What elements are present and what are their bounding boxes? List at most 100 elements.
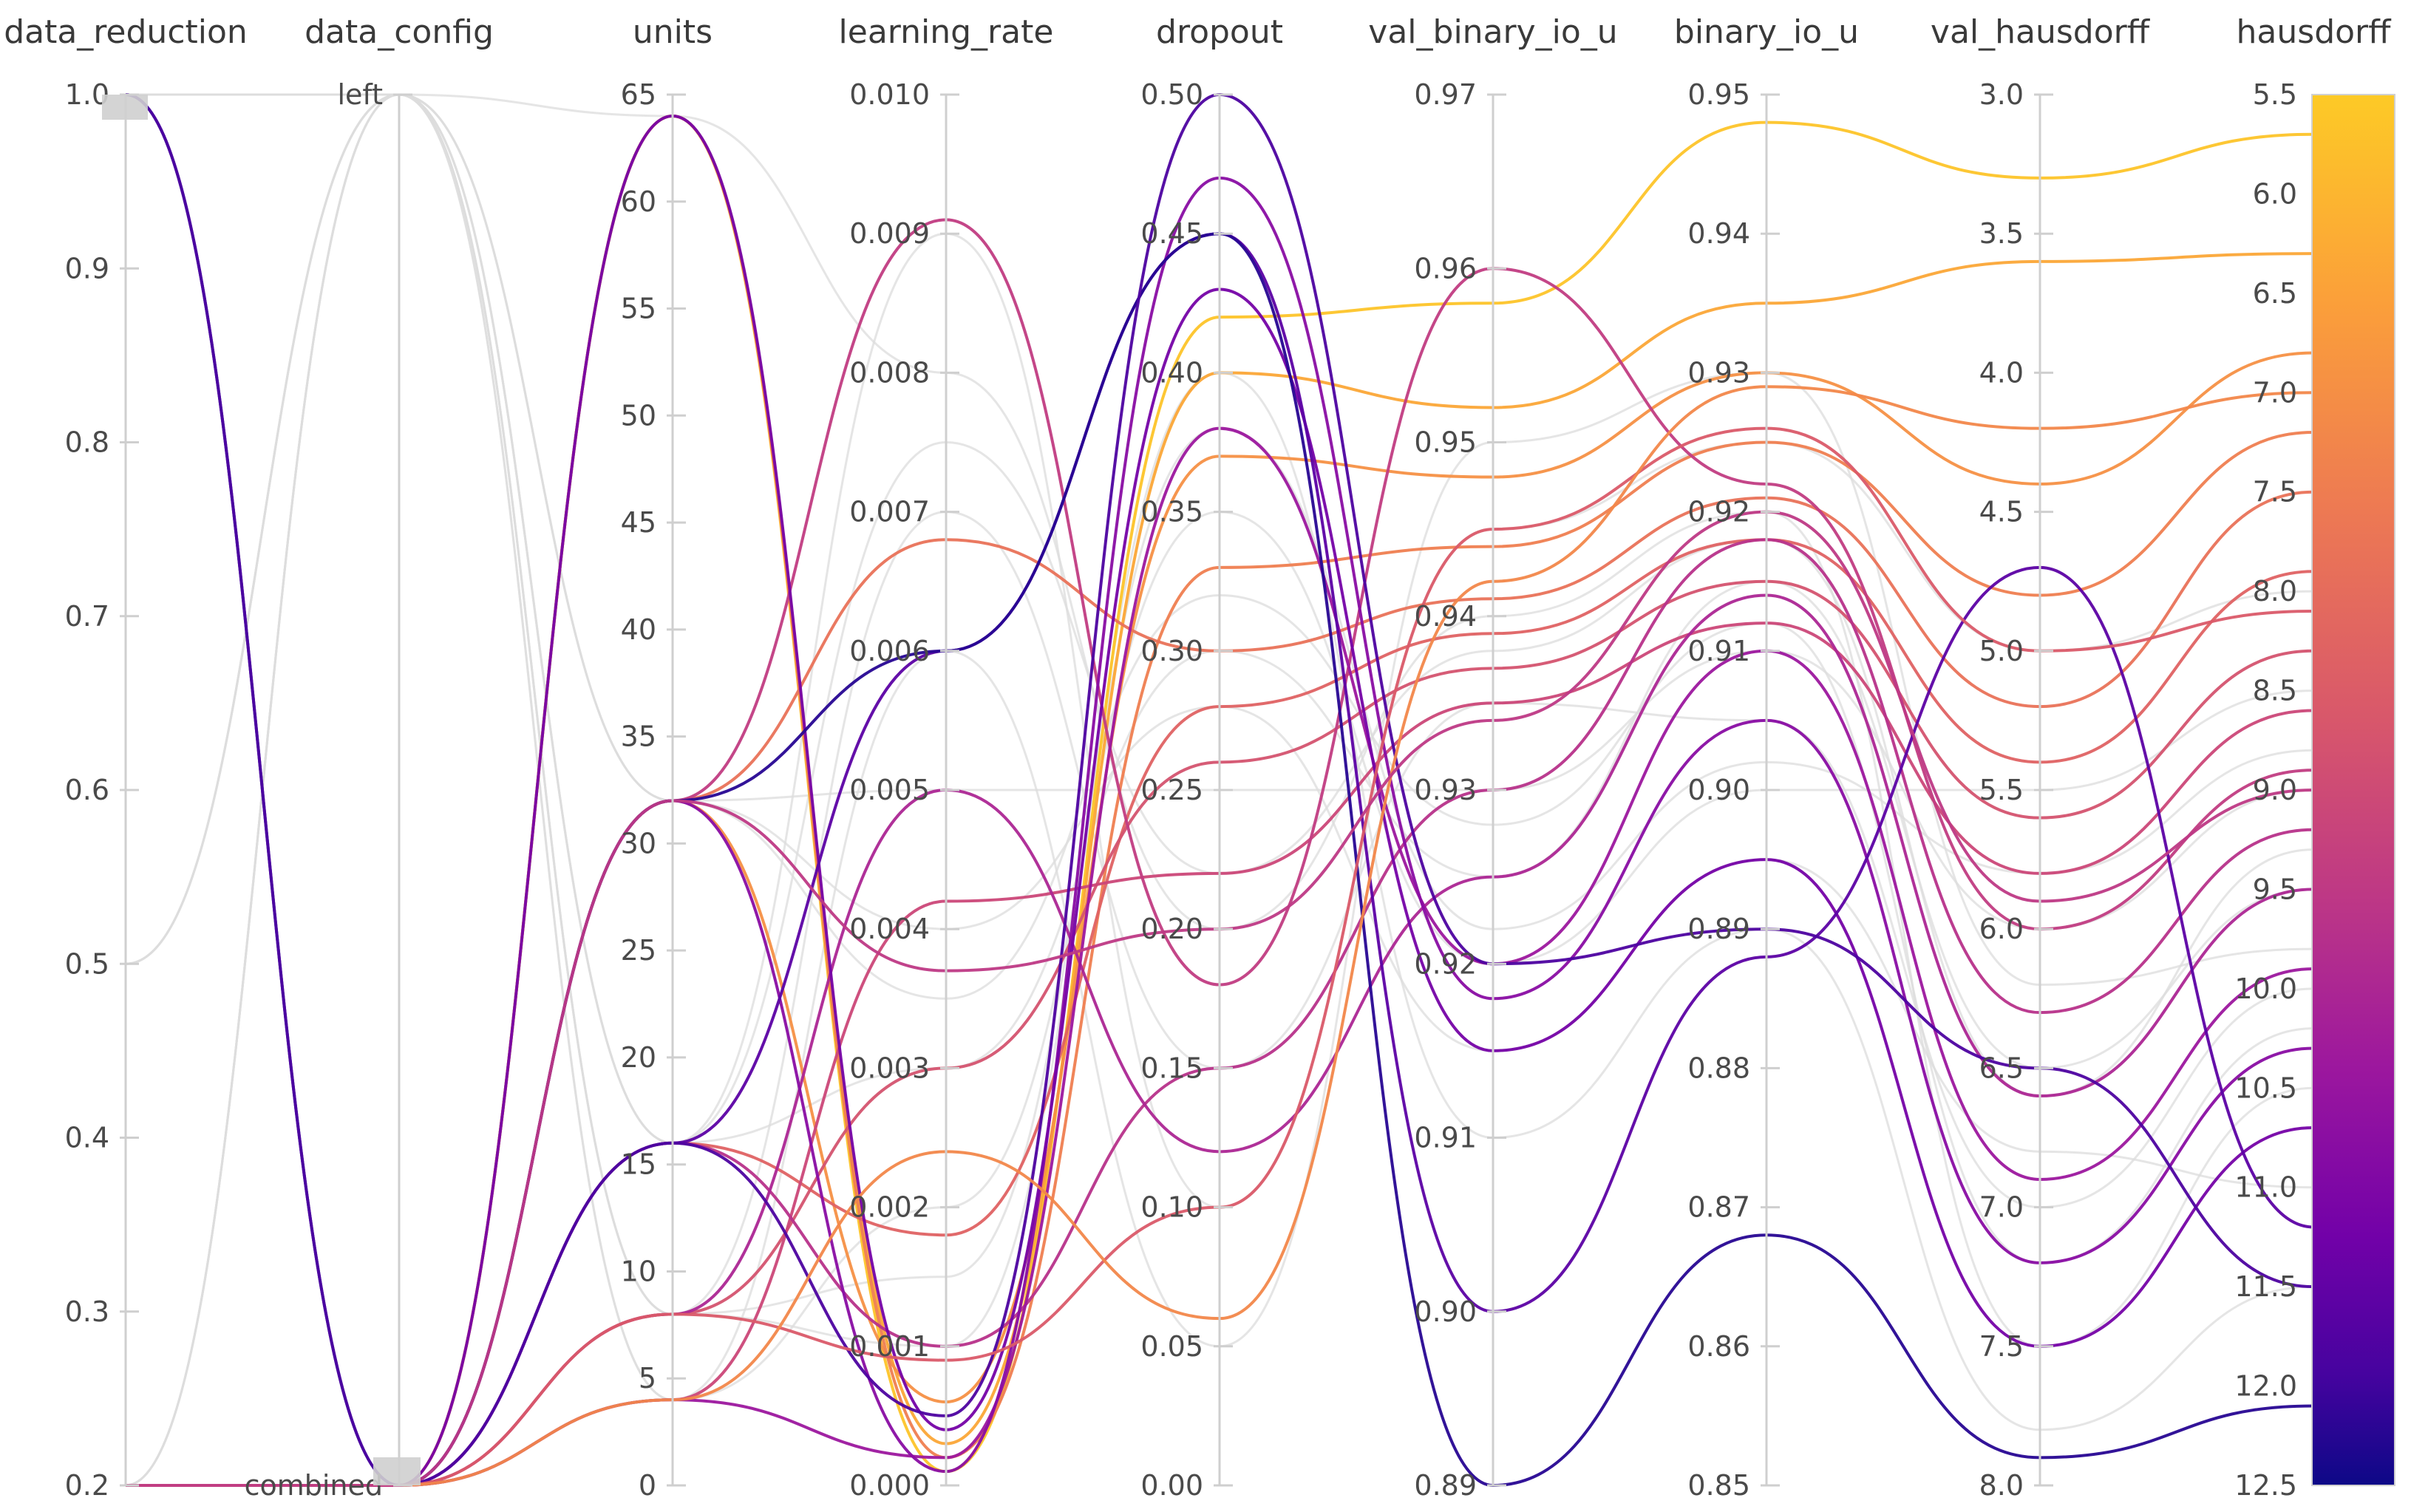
- tick-label: 0.009: [849, 217, 930, 250]
- axis-title: data_reduction: [4, 13, 248, 51]
- axis-data_reduction[interactable]: data_reduction 1.0 0.9 0.8 0.7 0.6 0.5 0.4 0.3 0.…: [4, 13, 248, 1502]
- data-reduction-brush[interactable]: [102, 95, 148, 120]
- tick-label: 11.0: [2234, 1171, 2297, 1204]
- tick-label: 0.89: [1414, 1469, 1477, 1502]
- axis-binary_io_u[interactable]: binary_io_u 0.95 0.94 0.93 0.92 0.91 0.90 0.89 0…: [1674, 13, 1859, 1502]
- tick-label: 4.0: [1979, 356, 2024, 389]
- tick-label: 6.0: [1979, 913, 2024, 945]
- tick-label: 20: [621, 1041, 656, 1074]
- tick-label: 0.95: [1687, 78, 1750, 111]
- tick-label: 0.007: [849, 496, 930, 528]
- tick-label: 6.5: [1979, 1052, 2024, 1084]
- tick-label: 5.0: [1979, 635, 2024, 667]
- tick-label: 0.88: [1687, 1052, 1750, 1084]
- axis-val_hausdorff[interactable]: val_hausdorff 3.0 3.5 4.0 4.5 5.0 5.5 6.0 6.5 7.0…: [1931, 13, 2151, 1502]
- tick-label: 0.45: [1140, 217, 1203, 250]
- selected-runs-layer: [125, 92, 2314, 1488]
- tick-label: 0.010: [849, 78, 930, 111]
- tick-label: 0.000: [849, 1469, 930, 1502]
- tick-label: 0.90: [1414, 1295, 1477, 1328]
- tick-label: 0.91: [1414, 1122, 1477, 1154]
- tick-label: 7.0: [2253, 376, 2297, 409]
- tick-label: 12.0: [2234, 1370, 2297, 1403]
- tick-label: 10.0: [2234, 973, 2297, 1005]
- tick-label: 0.20: [1140, 913, 1203, 945]
- tick-label: 1.0: [65, 78, 109, 111]
- tick-label: 7.0: [1979, 1191, 2024, 1224]
- tick-label: 0.35: [1140, 496, 1203, 528]
- axis-title: binary_io_u: [1674, 13, 1859, 51]
- tick-label: 4.5: [1979, 496, 2024, 528]
- tick-label: 0.97: [1414, 78, 1477, 111]
- tick-label: 12.5: [2234, 1469, 2297, 1502]
- tick-label: 0.10: [1140, 1191, 1203, 1224]
- tick-label: 0.94: [1414, 600, 1477, 633]
- tick-label: 40: [621, 613, 656, 646]
- tick-label: 5: [639, 1362, 656, 1394]
- axis-dropout[interactable]: dropout 0.50 0.45 0.40 0.35 0.30 0.25 0.20 0.15 0…: [1140, 13, 1283, 1502]
- hausdorff-colorbar: [2311, 94, 2395, 1486]
- tick-label: 0.94: [1687, 217, 1750, 250]
- tick-label: 6.0: [2253, 177, 2297, 210]
- axis-hausdorff[interactable]: hausdorff 5.5 6.0 6.5 7.0 7.5 8.0 8.5 9.0 9.5 10.0…: [2234, 13, 2392, 1502]
- axis-val_binary_io_u[interactable]: val_binary_io_u 0.97 0.96 0.95 0.94 0.93 0.92 0…: [1368, 13, 1617, 1502]
- tick-label: 10: [621, 1255, 656, 1287]
- tick-label: 0.90: [1687, 774, 1750, 806]
- tick-label: 0.005: [849, 774, 930, 806]
- tick-label: 0.3: [65, 1295, 109, 1328]
- tick-label: 3.0: [1979, 78, 2024, 111]
- tick-label: 50: [621, 399, 656, 432]
- tick-label: 0.92: [1414, 947, 1477, 980]
- tick-label: 0.5: [65, 947, 109, 980]
- tick-label: 7.5: [1979, 1330, 2024, 1363]
- axis-title: dropout: [1156, 13, 1283, 51]
- tick-label: 0.93: [1414, 774, 1477, 806]
- tick-label: 5.5: [1979, 774, 2024, 806]
- tick-label: 15: [621, 1148, 656, 1181]
- tick-label: 55: [621, 293, 656, 325]
- tick-label: 45: [621, 506, 656, 539]
- run-line: [125, 426, 2314, 1488]
- run-line: [125, 385, 2314, 1488]
- axis-title: val_binary_io_u: [1368, 13, 1617, 51]
- tick-label: 5.5: [2253, 78, 2297, 111]
- axis-title: data_config: [305, 13, 494, 51]
- tick-label: 35: [621, 721, 656, 753]
- tick-label: 0.8: [65, 426, 109, 459]
- tick-label: 0.25: [1140, 774, 1203, 806]
- tick-label: 8.0: [1979, 1469, 2024, 1502]
- axis-title: learning_rate: [839, 13, 1054, 51]
- tick-label: 25: [621, 934, 656, 967]
- axes-layer: data_reduction 1.0 0.9 0.8 0.7 0.6 0.5 0.4 0.3 0.…: [4, 13, 2392, 1502]
- tick-label: 60: [621, 185, 656, 218]
- tick-label: 0.4: [65, 1122, 109, 1154]
- tick-label: 11.5: [2234, 1270, 2297, 1303]
- unselected-run-line: [125, 93, 2314, 1348]
- tick-label: 0.6: [65, 774, 109, 806]
- tick-label: 0.15: [1140, 1052, 1203, 1084]
- unselected-run-line: [125, 93, 2314, 1145]
- axis-title: units: [633, 13, 713, 51]
- tick-label: 65: [621, 78, 656, 111]
- tick-label: 0.008: [849, 356, 930, 389]
- tick-label: 0.93: [1687, 356, 1750, 389]
- tick-label: 0.91: [1687, 635, 1750, 667]
- tick-label: 0.95: [1414, 426, 1477, 459]
- tick-label: 0.96: [1414, 252, 1477, 285]
- tick-label: 0.05: [1140, 1330, 1203, 1363]
- tick-label: 0.2: [65, 1469, 109, 1502]
- tick-label: 9.0: [2253, 774, 2297, 806]
- tick-label: 0.92: [1687, 496, 1750, 528]
- tick-label: 0.30: [1140, 635, 1203, 667]
- axis-learning_rate[interactable]: learning_rate 0.010 0.009 0.008 0.007 0.006 0.…: [839, 13, 1054, 1502]
- tick-label: 0.00: [1140, 1469, 1203, 1502]
- axis-title: val_hausdorff: [1931, 13, 2151, 51]
- tick-label: left: [337, 78, 383, 111]
- tick-label: 8.5: [2253, 675, 2297, 707]
- tick-label: 0.87: [1687, 1191, 1750, 1224]
- data-config-brush[interactable]: [373, 1457, 421, 1485]
- tick-label: 0.003: [849, 1052, 930, 1084]
